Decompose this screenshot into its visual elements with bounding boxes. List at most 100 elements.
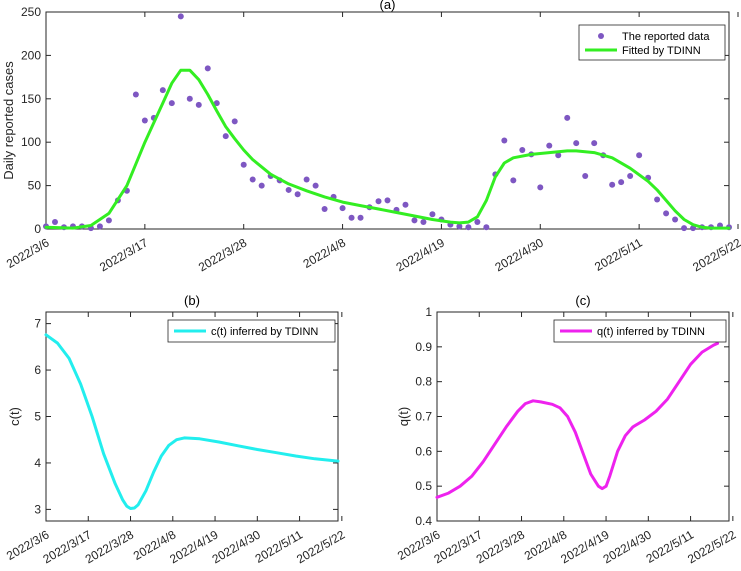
plot-area-box [45,311,339,522]
data-point [168,100,175,107]
chart-title: (c) [575,293,590,308]
legend: c(t) inferred by TDINN [167,319,336,343]
legend-box [167,319,336,343]
data-point [510,177,517,184]
data-point [294,191,301,198]
legend-label: q(t) inferred by TDINN [597,326,705,338]
chart-title: (a) [380,0,396,12]
series-line-0 [435,341,719,499]
x-tick-label: 2022/3/28 [196,235,250,274]
y-tick-label: 200 [21,48,41,62]
data-point [240,161,247,168]
data-point [636,152,643,159]
data-point [582,173,589,180]
legend: q(t) inferred by TDINN [553,319,727,343]
y-tick-label: 6 [34,363,41,377]
y-tick-label: 0.6 [415,444,432,458]
data-point [429,211,436,218]
data-point [285,186,292,193]
data-point [654,196,661,203]
data-point [465,224,472,231]
data-point [519,147,526,154]
x-tick-label: 2022/5/11 [592,235,645,274]
plot-area-box [45,11,730,230]
x-tick-label: 2022/3/28 [83,527,137,566]
y-tick-label: 0.7 [415,410,432,424]
data-point [204,65,211,72]
data-point [591,140,598,147]
data-point [258,182,265,189]
chart-panel-0: (a) 0 50 100 150 200 250 2022/3/6 2022/3/17 2022/… [1,0,741,274]
data-point [321,206,328,213]
y-axis-label: c(t) [7,407,22,426]
y-tick-label: 3 [34,502,41,516]
y-tick-label: 50 [28,179,42,193]
chart-panel-2: (c)0.40.50.60.70.80.912022/3/62022/3/172… [395,293,739,566]
data-point [51,219,58,226]
data-point [402,201,409,208]
x-tick-label: 2022/5/22 [294,527,348,566]
x-tick-label: 2022/3/6 [4,235,52,271]
data-point [537,184,544,191]
data-point [186,95,193,102]
legend-box [553,319,727,343]
data-point [303,176,310,183]
x-tick-label: 2022/4/19 [394,235,448,274]
data-point [105,217,112,224]
y-tick-label: 5 [34,410,41,424]
data-point [663,210,670,217]
y-axis-label: q(t) [396,407,411,427]
data-point [546,142,553,149]
series-line-1 [44,68,731,230]
data-point [573,140,580,147]
x-tick-label: 2022/4/8 [301,235,349,271]
data-point [681,225,688,232]
data-point [339,205,346,212]
y-tick-label: 7 [34,317,41,331]
x-tick-label: 2022/3/17 [97,235,151,274]
y-tick-label: 0.4 [415,514,432,528]
y-tick-label: 100 [21,135,41,149]
y-axis-label: Daily reported cases [1,61,16,180]
data-point [96,223,103,230]
plot-area-box [436,311,730,522]
data-point [375,198,382,205]
y-tick-label: 4 [34,456,41,470]
data-point [609,181,616,188]
data-point [474,219,481,226]
data-point [483,224,490,231]
data-point [312,182,319,189]
y-tick-label: 0.5 [415,479,432,493]
data-point [456,223,463,230]
y-tick-label: 0.9 [415,340,432,354]
data-point [159,87,166,94]
legend-label: Fitted by TDINN [622,45,701,57]
y-tick-label: 0 [34,222,41,236]
data-point [348,214,355,221]
data-point [357,214,364,221]
data-point [420,219,427,226]
legend: The reported data Fitted by TDINN [578,24,726,61]
y-tick-label: 0.8 [415,375,432,389]
x-tick-label: 2022/5/22 [685,527,739,566]
data-point [141,117,148,124]
data-point [384,197,391,204]
data-point [672,216,679,223]
legend-marker [598,33,604,39]
legend-box [578,24,726,61]
data-point [618,179,625,186]
y-tick-label: 250 [21,5,41,19]
x-tick-label: 2022/3/28 [474,527,528,566]
x-tick-label: 2022/4/30 [493,235,547,274]
data-point [411,217,418,224]
x-tick-label: 2022/4/30 [210,527,264,566]
data-point [132,91,139,98]
data-point [249,176,256,183]
y-tick-label: 150 [21,92,41,106]
data-point [177,13,184,20]
legend-label: The reported data [622,31,710,43]
x-tick-label: 2022/5/22 [690,235,741,274]
series-line-0 [44,333,340,510]
data-point [501,137,508,144]
